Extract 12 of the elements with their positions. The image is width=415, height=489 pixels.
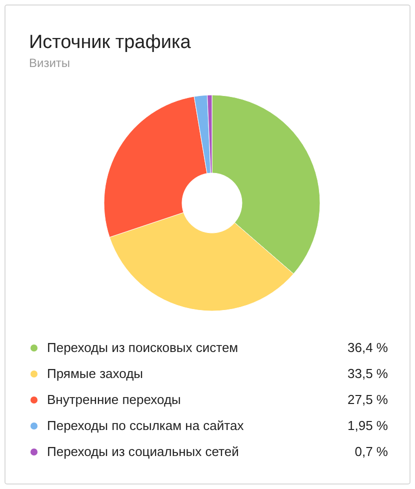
- data-label: 1,95 %: [348, 418, 388, 433]
- chart-title: Источник трафика: [29, 32, 192, 53]
- data-label: 0,7 %: [354, 444, 388, 459]
- data-label: 33,5 %: [348, 366, 388, 381]
- data-label: 36,4 %: [348, 340, 388, 355]
- legend-label: Переходы из социальных сетей: [47, 444, 239, 459]
- data-label: 27,5 %: [348, 392, 388, 407]
- legend-label: Внутренние переходы: [47, 392, 181, 407]
- legend-label: Прямые заходы: [47, 366, 144, 381]
- chart-subtitle: Визиты: [29, 56, 70, 70]
- legend-label: Переходы по ссылкам на сайтах: [47, 418, 244, 433]
- legend-label: Переходы из поисковых систем: [47, 340, 238, 355]
